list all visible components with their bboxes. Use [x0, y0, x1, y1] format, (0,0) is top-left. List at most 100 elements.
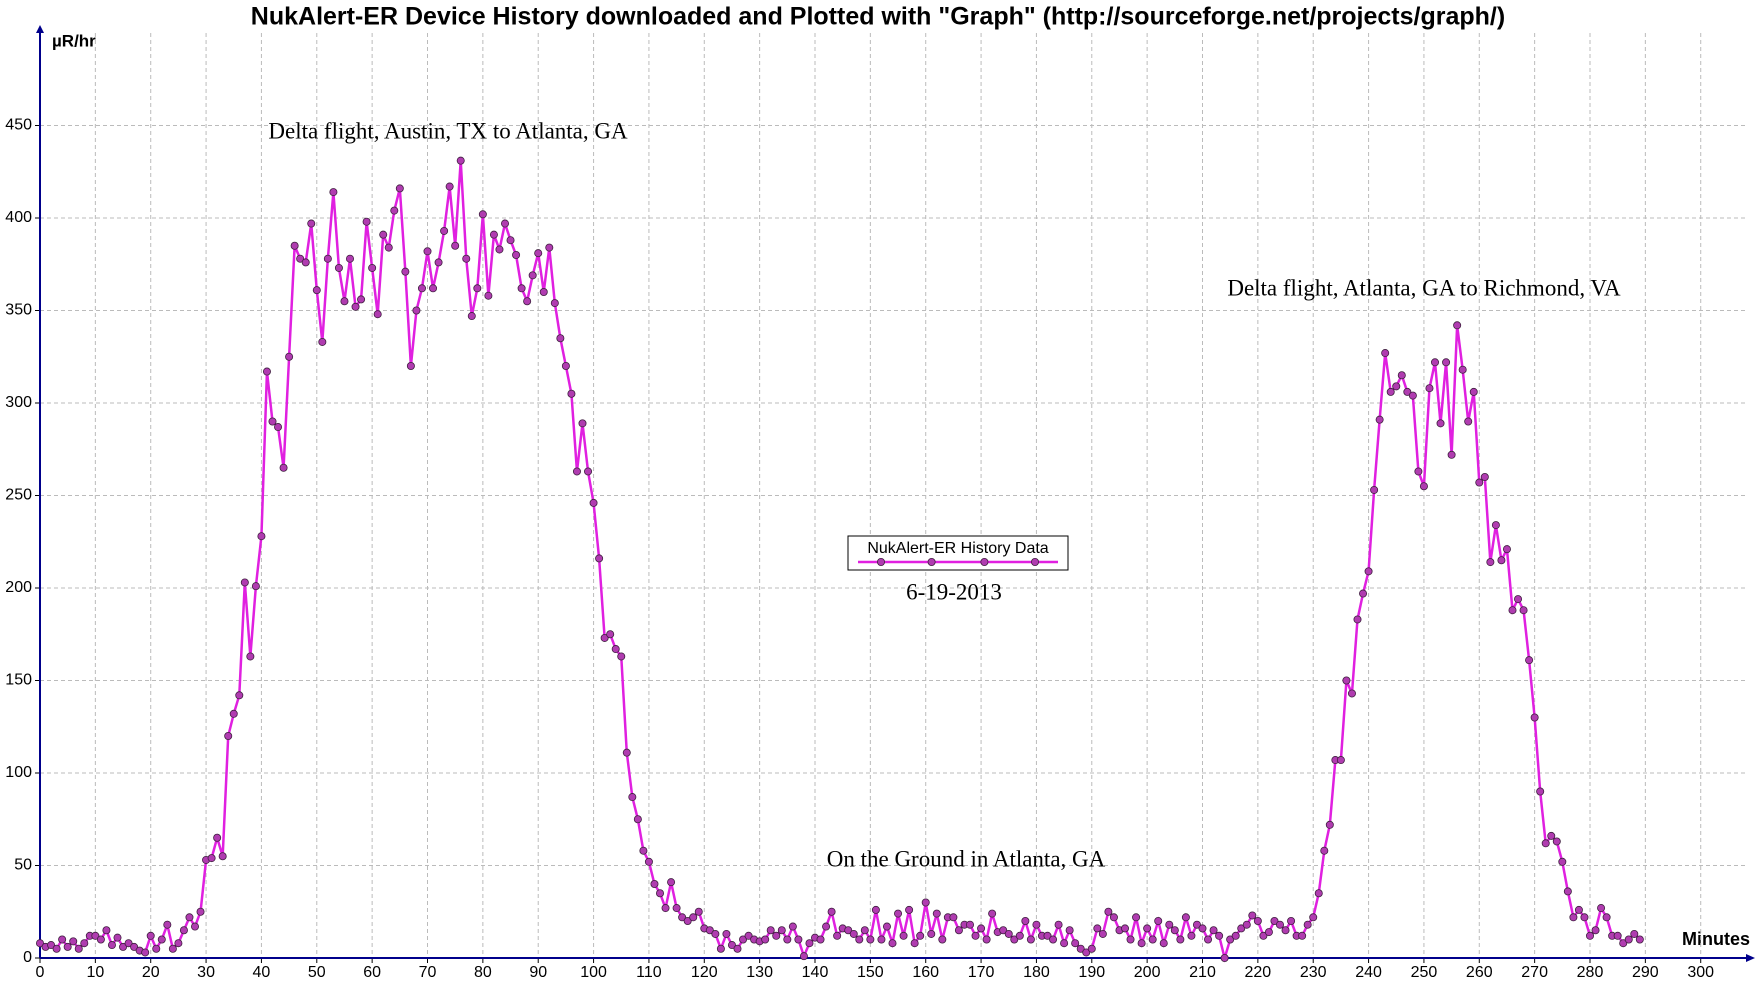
- data-point: [1270, 917, 1279, 926]
- data-point: [362, 217, 371, 226]
- data-point: [644, 857, 653, 866]
- data-point: [1026, 935, 1035, 944]
- data-point: [1049, 935, 1058, 944]
- data-point: [661, 904, 670, 913]
- legend-marker: [877, 558, 886, 567]
- data-point: [894, 909, 903, 918]
- data-point: [1364, 567, 1373, 576]
- data-point: [1093, 924, 1102, 933]
- data-point: [345, 254, 354, 263]
- data-point: [1414, 467, 1423, 476]
- data-point: [1447, 450, 1456, 459]
- data-point: [1004, 929, 1013, 938]
- data-point: [157, 935, 166, 944]
- data-point: [866, 935, 875, 944]
- data-point: [1397, 371, 1406, 380]
- x-tick-label: 30: [197, 964, 215, 981]
- data-point: [1121, 924, 1130, 933]
- data-point: [1381, 349, 1390, 358]
- data-point: [794, 935, 803, 944]
- x-tick-label: 10: [86, 964, 104, 981]
- x-tick-label: 230: [1300, 964, 1327, 981]
- data-point: [340, 297, 349, 306]
- data-point: [561, 361, 570, 370]
- data-point: [1464, 417, 1473, 426]
- data-point: [1408, 391, 1417, 400]
- data-point: [905, 905, 914, 914]
- data-point: [1087, 944, 1096, 953]
- data-point: [91, 931, 100, 940]
- data-point: [788, 922, 797, 931]
- data-point: [1386, 387, 1395, 396]
- data-point: [251, 582, 260, 591]
- data-point: [1071, 939, 1080, 948]
- data-point: [1242, 920, 1251, 929]
- data-point: [152, 944, 161, 953]
- chart-title: NukAlert-ER Device History downloaded an…: [251, 3, 1505, 31]
- x-tick-label: 250: [1411, 964, 1438, 981]
- data-point: [932, 909, 941, 918]
- data-point: [229, 709, 238, 718]
- data-point: [534, 249, 543, 258]
- data-point: [539, 287, 548, 296]
- x-tick-label: 40: [253, 964, 271, 981]
- data-point: [1536, 787, 1545, 796]
- y-tick-label: 350: [5, 302, 32, 319]
- data-point: [1502, 545, 1511, 554]
- data-point: [1574, 905, 1583, 914]
- data-point: [678, 913, 687, 922]
- data-point: [733, 944, 742, 953]
- data-point: [628, 793, 637, 802]
- data-point: [1325, 820, 1334, 829]
- data-point: [69, 937, 78, 946]
- x-tick-label: 280: [1577, 964, 1604, 981]
- data-point: [921, 898, 930, 907]
- data-point: [440, 226, 449, 235]
- data-point: [163, 920, 172, 929]
- y-tick-label: 50: [14, 857, 32, 874]
- data-point: [1231, 931, 1240, 940]
- data-point: [257, 532, 266, 541]
- data-point: [1442, 358, 1451, 367]
- data-point: [1508, 606, 1517, 615]
- data-point: [47, 941, 56, 950]
- data-point: [683, 917, 692, 926]
- data-point: [1220, 954, 1229, 963]
- data-point: [1065, 926, 1074, 935]
- data-point: [312, 286, 321, 295]
- data-point: [1132, 913, 1141, 922]
- data-point: [334, 263, 343, 272]
- x-tick-label: 130: [746, 964, 773, 981]
- x-tick-label: 210: [1189, 964, 1216, 981]
- x-tick-label: 110: [636, 964, 662, 981]
- data-point: [783, 935, 792, 944]
- data-point: [412, 306, 421, 315]
- data-point: [478, 210, 487, 219]
- data-point: [988, 909, 997, 918]
- data-point: [1342, 676, 1351, 685]
- data-point: [727, 941, 736, 950]
- data-point: [1281, 926, 1290, 935]
- annotation: 6-19-2013: [906, 579, 1002, 604]
- data-point: [489, 230, 498, 239]
- data-point: [1370, 485, 1379, 494]
- data-point: [595, 554, 604, 563]
- data-point: [1552, 837, 1561, 846]
- x-tick-label: 50: [308, 964, 326, 981]
- data-point: [777, 926, 786, 935]
- data-point: [589, 498, 598, 507]
- data-point: [96, 935, 105, 944]
- series-line: [39, 160, 1641, 963]
- data-point: [213, 833, 222, 842]
- x-tick-label: 260: [1466, 964, 1493, 981]
- annotation: Delta flight, Austin, TX to Atlanta, GA: [268, 118, 628, 143]
- data-point: [390, 206, 399, 215]
- x-tick-label: 270: [1521, 964, 1548, 981]
- data-point: [401, 267, 410, 276]
- data-point: [716, 944, 725, 953]
- data-point: [711, 929, 720, 938]
- data-point: [1436, 419, 1445, 428]
- data-point: [329, 188, 338, 197]
- data-point: [1514, 595, 1523, 604]
- data-point: [844, 926, 853, 935]
